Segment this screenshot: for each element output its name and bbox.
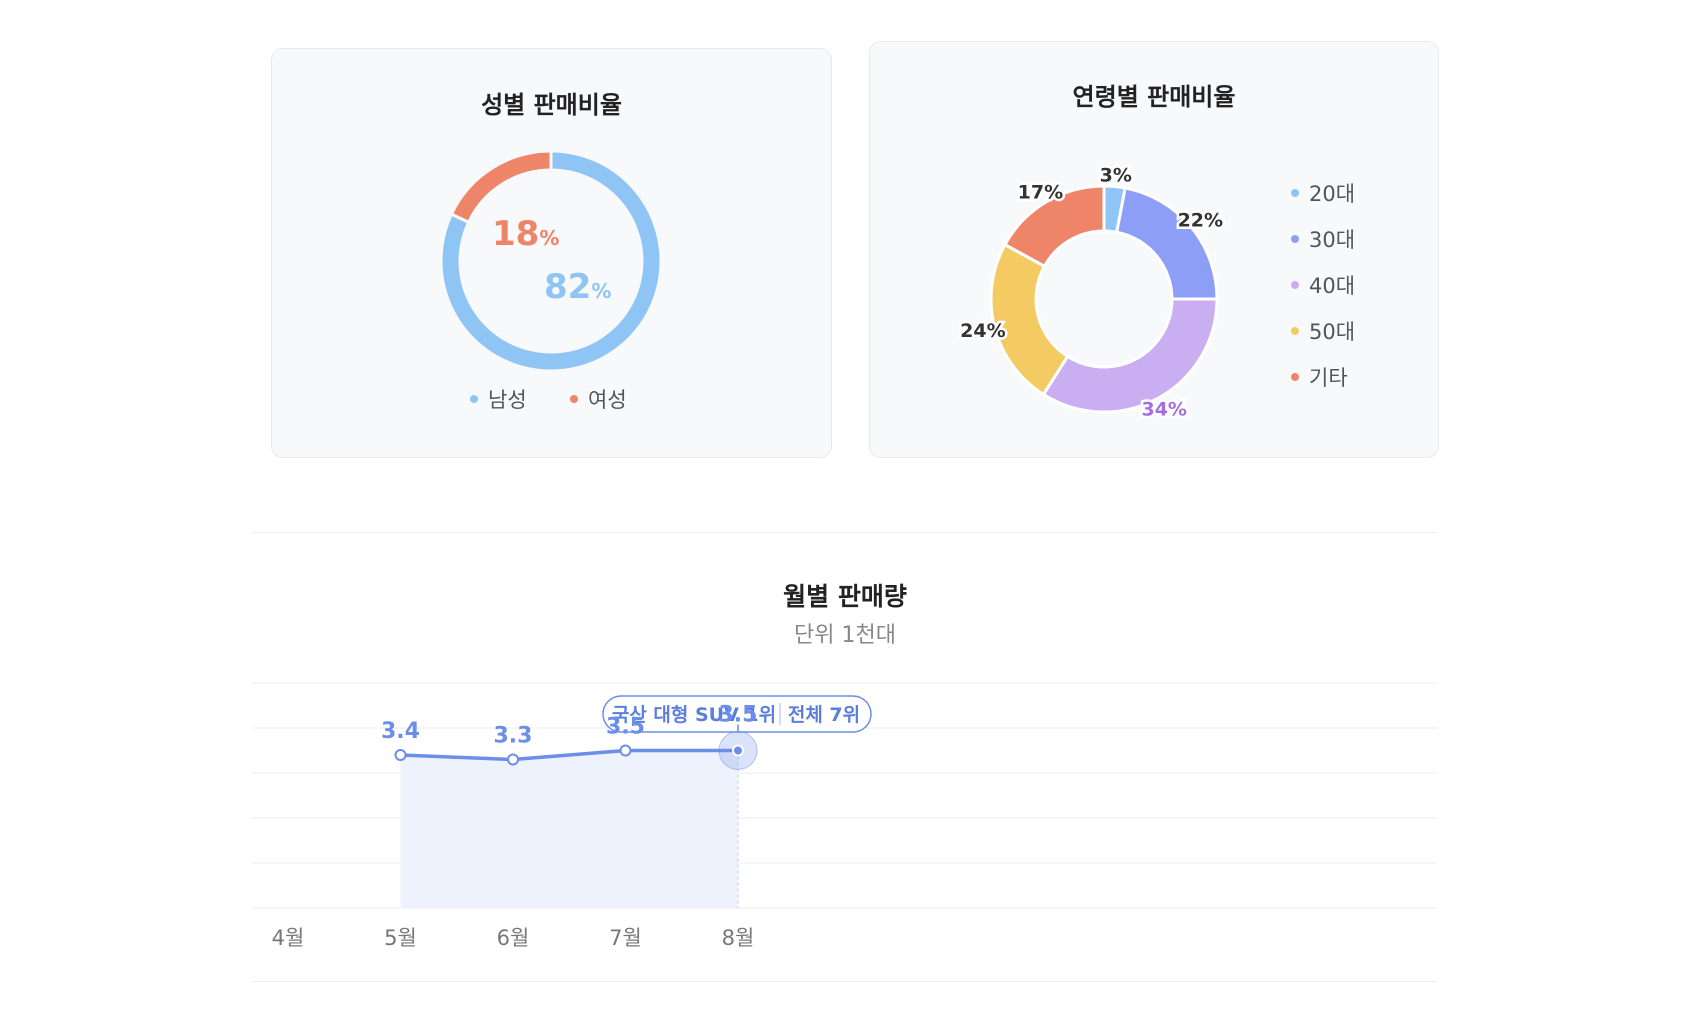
legend-label: 여성	[588, 388, 627, 412]
series-line	[400, 748, 738, 762]
female-percent-label: 18%	[492, 214, 559, 254]
x-tick-label: 8월	[722, 926, 755, 950]
legend-item-age: 50대	[1291, 316, 1355, 346]
legend-item-male: 남성	[470, 384, 527, 414]
legend-item-female: 여성	[570, 384, 627, 414]
annotation-right-text: 전체 7위	[788, 704, 860, 726]
donut-slice-female	[449, 149, 553, 225]
legend-label: 50대	[1309, 320, 1356, 344]
legend-label: 40대	[1309, 274, 1356, 298]
donut-slice-male	[439, 149, 663, 373]
annotation-badge	[602, 695, 872, 733]
data-point	[732, 744, 744, 757]
legend-item-age: 20대	[1291, 178, 1355, 208]
legend-dot-icon	[1291, 373, 1299, 381]
legend-label: 20대	[1309, 182, 1356, 206]
slice-percent-label: 24%	[960, 320, 1005, 342]
legend-item-age: 30대	[1291, 224, 1355, 254]
legend-dot-icon	[1291, 281, 1299, 289]
annotation-left-text: 국산 대형 SUV 1위	[612, 704, 776, 726]
x-tick-label: 5월	[384, 926, 417, 950]
monthly-chart-subtitle: 단위 1천대	[794, 623, 896, 648]
legend-item-age: 기타	[1291, 362, 1348, 392]
donut-slice-age-2	[1041, 297, 1219, 414]
area-fill	[400, 750, 738, 908]
data-point	[394, 749, 407, 761]
gender-chart-card: 성별 판매비율 18% 82% 남성 여성	[271, 48, 832, 458]
age-chart-title: 연령별 판매비율	[1072, 83, 1236, 111]
highlight-halo	[718, 731, 758, 770]
x-tick-label: 7월	[609, 926, 642, 950]
slice-percent-label: 22%	[1178, 209, 1223, 231]
data-value-label: 3.5	[719, 703, 758, 728]
data-value-label: 3.3	[494, 724, 533, 749]
x-tick-label: 6월	[497, 926, 530, 950]
age-donut-chart: 3% 22% 34% 24% 17%	[958, 162, 1226, 423]
donut-slice-age-1	[1114, 186, 1219, 301]
legend-item-age: 40대	[1291, 270, 1355, 300]
legend-label: 남성	[488, 388, 527, 412]
data-point	[507, 753, 519, 766]
slice-percent-label: 34%	[1141, 399, 1186, 421]
legend-dot-icon	[1291, 327, 1299, 335]
data-value-label: 3.4	[381, 719, 420, 744]
legend-dot-icon	[470, 395, 478, 403]
donut-slice-age-3	[989, 242, 1070, 397]
legend-label: 30대	[1309, 228, 1356, 252]
legend-dot-icon	[1291, 235, 1299, 243]
data-point	[619, 744, 632, 757]
gender-chart-title: 성별 판매비율	[481, 91, 622, 119]
gender-donut-chart: 18% 82%	[439, 149, 663, 373]
x-tick-label: 4월	[272, 926, 305, 950]
slice-percent-label: 17%	[1018, 181, 1063, 203]
section-divider	[252, 532, 1437, 533]
bottom-divider	[252, 981, 1437, 982]
legend-label: 기타	[1309, 366, 1348, 390]
slice-percent-label: 3%	[1100, 165, 1132, 187]
legend-dot-icon	[1291, 189, 1299, 197]
male-percent-label: 82%	[544, 267, 611, 307]
data-value-label: 3.5	[606, 715, 645, 740]
donut-slice-age-4	[1002, 184, 1106, 269]
monthly-chart-title: 월별 판매량	[783, 582, 907, 611]
legend-dot-icon	[570, 395, 578, 403]
